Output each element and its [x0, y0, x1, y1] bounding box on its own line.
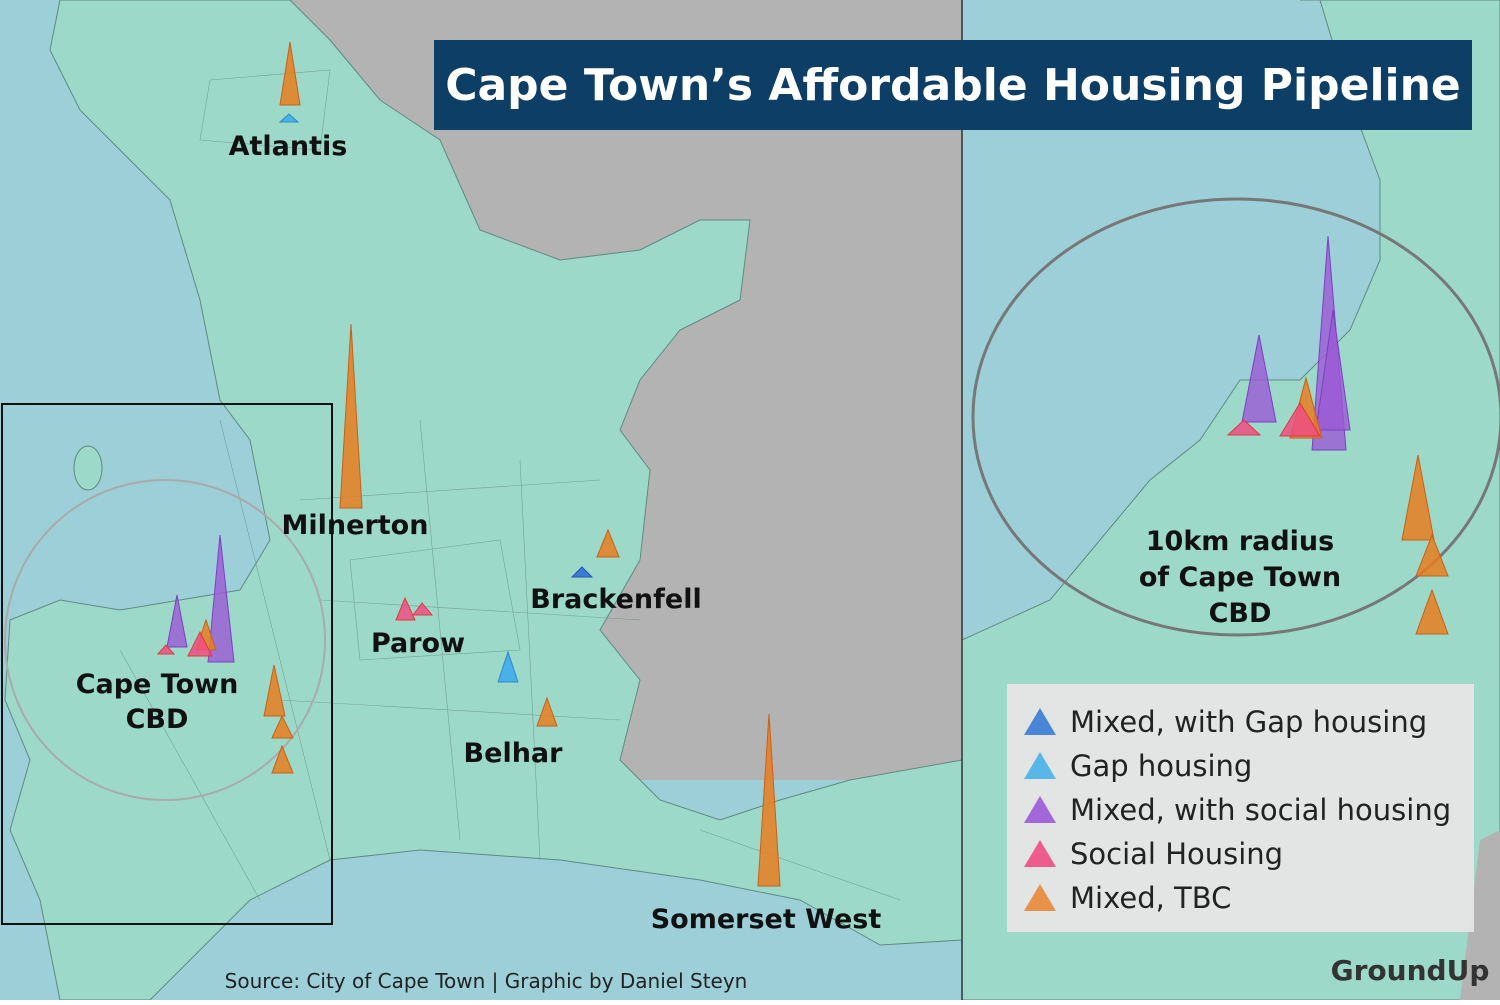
legend-label: Mixed, with Gap housing: [1070, 705, 1427, 739]
inset-label: CBD: [1209, 598, 1272, 629]
legend-label: Gap housing: [1070, 749, 1252, 783]
legend-swatch: [1024, 840, 1056, 867]
legend-label: Social Housing: [1070, 837, 1283, 871]
legend-label: Mixed, TBC: [1070, 881, 1231, 915]
place-label: Belhar: [464, 738, 564, 769]
inset-frame: [1, 403, 333, 925]
legend-items: Mixed, with Gap housing Gap housing Mixed,…: [1024, 705, 1451, 915]
place-label: Brackenfell: [530, 584, 701, 615]
place-label: Somerset West: [651, 904, 882, 935]
radius-circle-inset: [971, 197, 1500, 637]
source: Source: City of Cape Town | Graphic by D…: [225, 969, 748, 993]
title-box: [434, 40, 1472, 130]
project-markers: [156, 41, 1449, 887]
legend-swatch: [1024, 884, 1056, 911]
title: Cape Town’s Affordable Housing Pipeline: [445, 60, 1461, 111]
place-label: Parow: [371, 628, 465, 659]
logo: GroundUp: [1331, 954, 1490, 987]
inset-inland: [1460, 830, 1500, 1000]
legend-swatch: [1024, 708, 1056, 735]
place-label: CBD: [126, 704, 189, 735]
legend-swatch: [1024, 752, 1056, 779]
radius-circle: [4, 479, 326, 801]
inset-label: 10km radius: [1146, 526, 1334, 557]
place-label: Cape Town: [76, 669, 239, 700]
legend-swatch: [1024, 796, 1056, 823]
legend: [1007, 684, 1474, 932]
place-label: Atlantis: [229, 131, 348, 162]
island: [73, 445, 103, 491]
place-label: Milnerton: [282, 510, 429, 541]
inset-label: of Cape Town: [1139, 562, 1341, 593]
legend-label: Mixed, with social housing: [1070, 793, 1451, 827]
